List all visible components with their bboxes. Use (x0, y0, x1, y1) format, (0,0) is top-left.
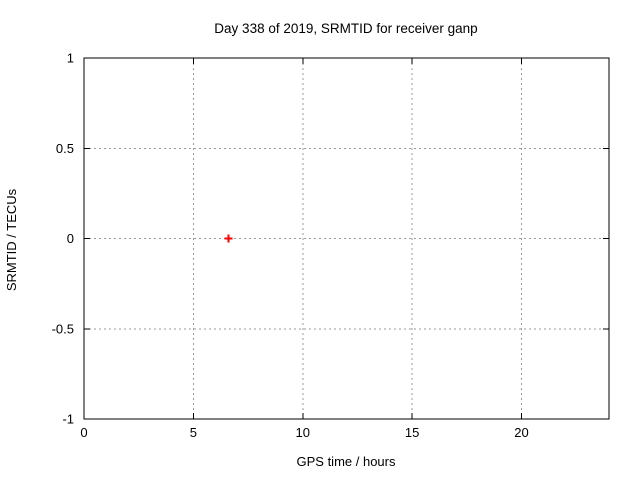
y-tick-label: 0.5 (56, 141, 74, 156)
x-tick-label: 5 (190, 425, 197, 440)
tick-label-layer: 0 5 10 15 20 1 0.5 0 -0.5 -1 (52, 51, 529, 441)
grid-layer (84, 58, 609, 419)
x-tick-label: 0 (80, 425, 87, 440)
y-axis-label: SRMTID / TECUs (4, 188, 19, 291)
x-tick-label: 20 (514, 425, 528, 440)
x-axis-label: GPS time / hours (297, 454, 396, 469)
y-tick-label: -0.5 (52, 321, 74, 336)
plot-border (83, 57, 610, 420)
chart-title: Day 338 of 2019, SRMTID for receiver gan… (214, 21, 477, 36)
series-layer (224, 234, 233, 243)
x-tick-label: 10 (296, 425, 310, 440)
y-tick-label: 1 (67, 51, 74, 66)
y-tick-label: -1 (62, 412, 74, 427)
x-tick-label: 15 (405, 425, 419, 440)
y-tick-label: 0 (67, 231, 74, 246)
